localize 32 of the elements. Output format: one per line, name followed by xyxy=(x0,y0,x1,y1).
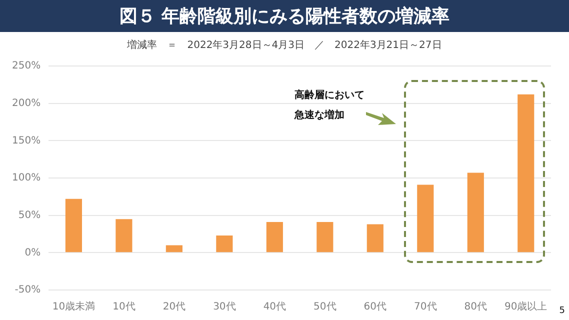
annotation: 高齢層において xyxy=(294,88,364,104)
bar xyxy=(216,235,233,252)
y-tick-label: 50% xyxy=(18,210,41,221)
bar xyxy=(166,245,182,252)
x-tick-label: 60代 xyxy=(364,302,387,313)
x-tick-label: 20代 xyxy=(162,302,186,313)
bar xyxy=(467,172,484,252)
chart-title: 図５ 年齢階級別にみる陽性者数の増減率 xyxy=(0,0,569,32)
bar xyxy=(116,219,132,252)
x-tick-label: 40代 xyxy=(263,302,286,313)
y-tick-label: 200% xyxy=(12,98,41,109)
bar xyxy=(366,224,384,252)
annotation: 急速な増加 xyxy=(294,108,344,124)
x-tick-label: 50代 xyxy=(314,302,336,313)
bar xyxy=(518,94,534,252)
y-tick-label: 150% xyxy=(12,135,41,146)
text: 5 xyxy=(559,306,565,316)
x-tick-label: 90歳以上 xyxy=(504,300,548,313)
y-tick-label: 250% xyxy=(12,60,41,72)
bar xyxy=(266,222,283,252)
x-tick-label: 70代 xyxy=(414,302,437,313)
y-tick-label: 0% xyxy=(24,247,41,258)
x-tick-label: 10代 xyxy=(112,302,136,313)
chart-subtitle: 増減率 ＝ 2022年3月28日～4月3日 ／ 2022年3月21日～27日 xyxy=(126,38,443,52)
y-tick-label: -50% xyxy=(14,284,41,296)
bar xyxy=(417,184,434,252)
y-tick-label: 100% xyxy=(12,172,41,184)
bar xyxy=(65,198,82,252)
x-tick-label: 10歳未満 xyxy=(52,300,96,313)
x-tick-label: 30代 xyxy=(213,302,236,313)
bar xyxy=(316,222,334,252)
x-tick-label: 80代 xyxy=(464,302,488,313)
